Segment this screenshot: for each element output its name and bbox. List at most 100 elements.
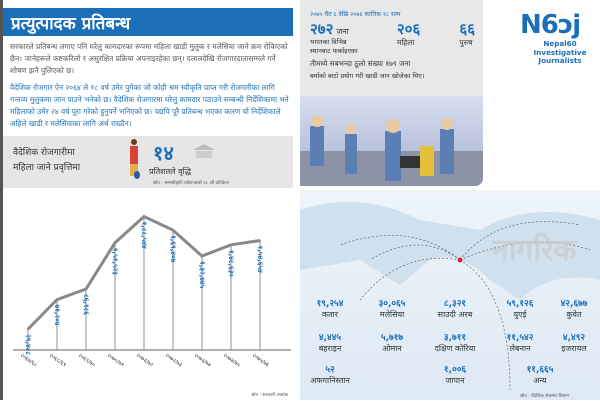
date-range: २०७५ चैत ६ देखि २०७६ कात्तिक १८ सम्म — [310, 11, 401, 18]
country-count: ११,६६५ — [526, 365, 554, 375]
stat-label-line1: वैदेशिक रोजगारीमा — [13, 148, 75, 158]
country-name: साउदी अरब — [437, 310, 473, 319]
men-label: पुरुष — [459, 38, 473, 47]
country-name: युएई — [513, 310, 527, 319]
data-point — [27, 328, 29, 331]
country-count: ५९,१२६ — [506, 299, 534, 309]
total-line: २७२ जना — [310, 20, 358, 38]
country-stat: ५,७१७ ओमान — [381, 330, 403, 354]
country-count: ५,७१७ — [380, 333, 404, 343]
nepal60-logo: N6ɔj Nepal60 Investigative Journalists — [520, 10, 600, 66]
country-stat: ११,५४२ लेबनान — [507, 330, 534, 354]
x-tick-label: २०६९/७० — [77, 353, 96, 369]
country-stat: ४,४९२ इजरायल — [561, 330, 586, 354]
country-count: ४,४९२ — [562, 333, 586, 343]
stat-source: स्रोत : श्रमस्वीकृति प्रवेशपत्रको ४८ औं … — [153, 181, 230, 186]
x-tick-label: २०७४/७५ — [222, 353, 241, 369]
women-column: २०६ महिला — [397, 20, 420, 56]
men-count: ६६ — [459, 20, 475, 38]
total-desc-line1: भारतका विभिन्न — [310, 38, 347, 46]
growth-unit: प्रतिशतले वृद्धि — [149, 167, 192, 176]
country-name: ओमान — [382, 344, 402, 353]
data-label: ७१,२०४ — [53, 305, 61, 326]
country-count: ८,३२१ — [443, 299, 467, 309]
returned-stats-box: २०७५ चैत ६ देखि २०७६ कात्तिक १८ सम्म २७२… — [300, 0, 483, 96]
country-stat: ५९,१२६ युएई — [507, 296, 534, 320]
data-point — [114, 241, 116, 244]
total-returned: २७२ — [310, 20, 334, 38]
data-point — [230, 243, 232, 246]
page-title: प्रत्युत्पादक प्रतिबन्ध — [3, 8, 293, 36]
data-label: २९,४८८ — [24, 334, 32, 355]
country-name: मलेसिया — [379, 310, 405, 319]
stat-label: वैदेशिक रोजगारीमा महिला जाने प्रवृत्तिमा — [13, 146, 80, 176]
data-point — [143, 215, 145, 218]
country-name: कुवेत — [566, 310, 582, 319]
data-point — [259, 239, 261, 242]
house-icon — [193, 144, 215, 158]
country-count: १,००६ — [443, 365, 467, 375]
chart-source: स्रोत : सरकारी तथ्यांक — [251, 393, 288, 398]
country-name: बहराइन — [318, 344, 342, 353]
country-stat: १,००६ जापान — [444, 362, 466, 386]
x-tick-label: २०६७/६८ — [19, 353, 38, 369]
left-panel: प्रत्युत्पादक प्रतिबन्ध सरकारले प्रतिबन्… — [0, 0, 296, 400]
total-unit: जना — [336, 27, 349, 36]
x-tick-label: २०७५/७६ — [251, 353, 270, 369]
growth-stat-box: वैदेशिक रोजगारीमा महिला जाने प्रवृत्तिमा … — [3, 136, 293, 188]
country-name: जापान — [445, 376, 465, 385]
burma-route-line2: बर्माको बाटो प्रयोग गरी खाडी जान खोजेका … — [310, 72, 425, 80]
country-count: ४,४४५ — [318, 333, 342, 343]
data-point — [56, 298, 58, 301]
country-count: १९,२५४ — [316, 299, 344, 309]
country-count: ११,५४२ — [506, 333, 534, 343]
women-label: महिला — [396, 38, 415, 47]
country-name: अफगानिस्तान — [310, 376, 350, 385]
data-label: १,५४,६५४ — [256, 246, 264, 274]
data-label: १,३२,७४५ — [198, 261, 206, 289]
logo-mark: N6ɔj — [520, 10, 581, 40]
country-stat: ४,४४५ बहराइन — [319, 330, 342, 354]
x-tick-label: २०७१/७२ — [135, 353, 154, 369]
country-name: लेबनान — [509, 344, 531, 353]
country-stat: ४२,६७७ कुवेत — [561, 296, 588, 320]
x-tick-label: २०७०/७१ — [106, 353, 125, 369]
data-label: १,६९,४०७ — [169, 235, 177, 263]
map-background — [300, 202, 600, 391]
returned-counts-row: २७२ जना भारतका विभिन्न स्थानबाट फर्काइएक… — [310, 20, 475, 56]
stat-label-line2: महिला जाने प्रवृत्तिमा — [13, 163, 81, 173]
x-tick-label: २०७३/७४ — [193, 353, 212, 369]
watermark-text: नागरिक — [492, 233, 577, 268]
data-point — [172, 229, 174, 232]
country-count: ५२ — [325, 365, 335, 375]
country-count: ४२,६७७ — [560, 299, 588, 309]
data-label: १,५१,५२३ — [111, 248, 119, 276]
woman-figure-icon — [130, 139, 140, 179]
data-point — [201, 255, 203, 258]
women-count: २०६ — [396, 20, 421, 38]
data-label: ८६,१८६ — [82, 294, 90, 315]
x-tick-label: २०७२/७३ — [164, 353, 183, 369]
country-count: ३०,०६५ — [378, 299, 406, 309]
x-tick-label: २०६८/६९ — [48, 353, 67, 369]
growth-value: १४ — [153, 141, 174, 165]
data-label: १,४८,६३० — [227, 250, 235, 278]
country-count: ३,७११ — [443, 333, 467, 343]
country-stat: ३०,०६५ मलेसिया — [379, 296, 406, 320]
chart-area: २९,४८८ २०६७/६८ ७१,२०४ २०६८/६९ ८६,१८६ २०६९/७० १… — [3, 188, 296, 400]
country-stat: ५२ अफगानिस्तान — [310, 362, 350, 386]
migrants-illustration — [300, 96, 483, 186]
intro-paragraph: सरकारले प्रतिबन्ध लगाए पनि घरेलु कामदारक… — [10, 42, 288, 75]
logo-text: Nepal60 Investigative Journalists — [520, 39, 600, 66]
country-name: दक्षिण कोरिया — [434, 344, 476, 353]
country-stat: ३,७११ दक्षिण कोरिया — [435, 330, 476, 354]
country-stat: १९,२५४ कतार — [317, 296, 344, 320]
travelers-drawing — [300, 115, 483, 186]
logo-line1: Nepal60 — [543, 39, 577, 48]
total-desc-line2: स्थानबाट फर्काइएका — [310, 47, 358, 55]
total-column: २७२ जना भारतका विभिन्न स्थानबाट फर्काइएक… — [310, 20, 358, 56]
country-name: कतार — [321, 310, 339, 319]
country-name: अन्य — [533, 376, 547, 385]
logo-line3: Journalists — [538, 56, 582, 65]
destination-map — [300, 190, 600, 400]
